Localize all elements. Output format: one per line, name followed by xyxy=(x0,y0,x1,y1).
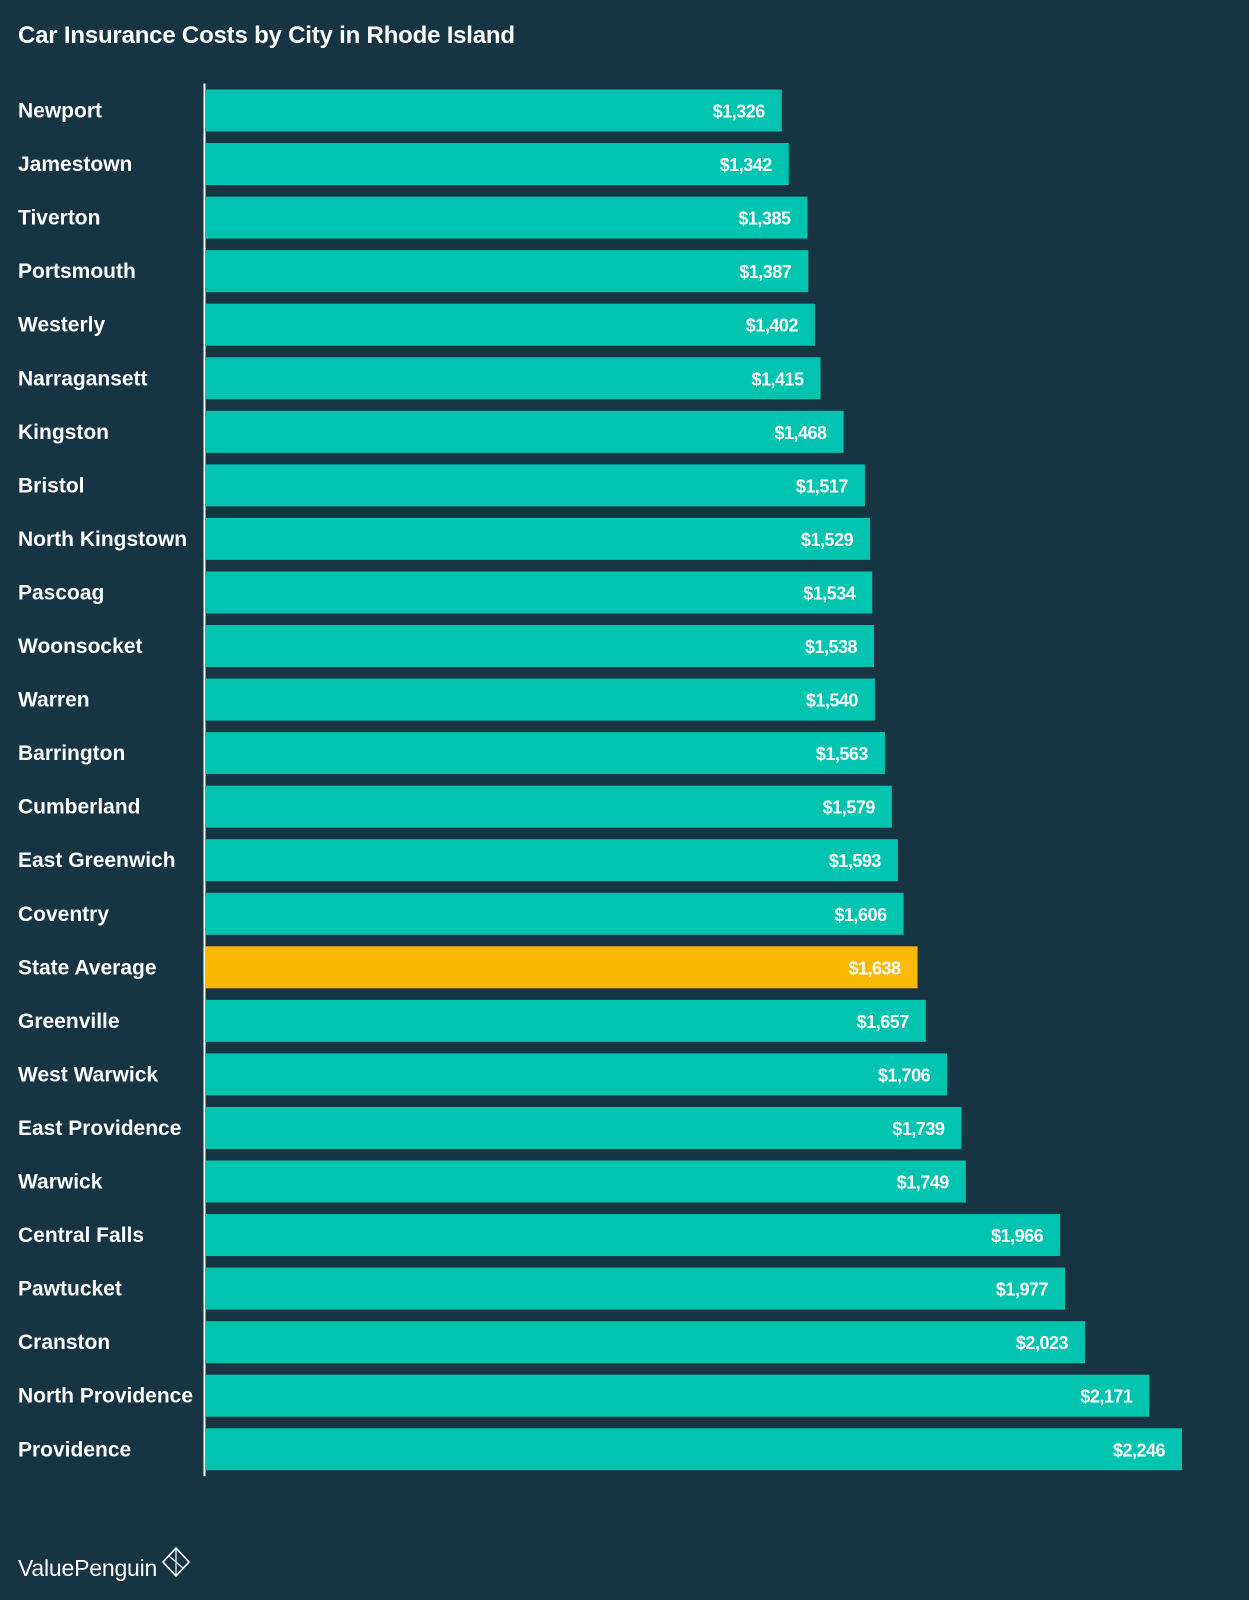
bar xyxy=(205,571,873,614)
value-label: $1,468 xyxy=(775,423,828,443)
bar xyxy=(205,1428,1182,1471)
bar xyxy=(205,517,871,560)
bar-chart: Newport $1,326 Jamestown $1,342 Tiverton $1,3… xyxy=(18,83,1182,1477)
bar xyxy=(205,1267,1065,1310)
category-label: Cumberland xyxy=(18,796,141,819)
category-label: Warwick xyxy=(18,1171,103,1194)
value-label: $1,538 xyxy=(805,637,858,657)
value-label: $1,739 xyxy=(892,1119,945,1139)
penguin-diamond-icon xyxy=(162,1546,191,1578)
category-label: East Providence xyxy=(18,1117,181,1140)
value-label: $1,749 xyxy=(897,1173,950,1193)
value-label: $1,638 xyxy=(848,958,901,978)
bar xyxy=(205,464,865,507)
value-label: $1,579 xyxy=(823,798,876,818)
value-label: $1,966 xyxy=(991,1226,1044,1246)
category-label: Portsmouth xyxy=(18,260,136,283)
category-label: Cranston xyxy=(18,1331,110,1354)
category-label: Tiverton xyxy=(18,207,100,230)
bar xyxy=(205,1321,1085,1364)
category-label: Jamestown xyxy=(18,153,132,176)
value-label: $1,606 xyxy=(835,905,888,925)
bar xyxy=(205,250,809,293)
category-label: Kingston xyxy=(18,421,109,444)
category-label: Barrington xyxy=(18,742,125,765)
bar xyxy=(205,1106,962,1149)
value-label: $1,387 xyxy=(739,262,792,282)
category-label: North Kingstown xyxy=(18,528,187,551)
bar xyxy=(205,892,904,935)
bar xyxy=(205,1374,1150,1417)
bar xyxy=(205,1214,1061,1257)
bar xyxy=(205,839,898,882)
category-label: Newport xyxy=(18,100,102,123)
category-label: Woonsocket xyxy=(18,635,142,658)
bar xyxy=(205,732,885,775)
bar xyxy=(205,785,892,828)
bar xyxy=(205,678,875,721)
bar xyxy=(205,196,808,239)
category-label: Pawtucket xyxy=(18,1278,122,1301)
category-label: Providence xyxy=(18,1438,131,1461)
value-label: $1,977 xyxy=(996,1280,1049,1300)
value-label: $2,246 xyxy=(1113,1440,1166,1460)
bar xyxy=(205,625,875,667)
value-label: $1,517 xyxy=(796,476,849,496)
value-label: $1,593 xyxy=(829,851,882,871)
bar xyxy=(205,410,844,453)
bar xyxy=(205,1053,948,1096)
value-label: $1,706 xyxy=(878,1065,931,1085)
bar xyxy=(205,143,789,186)
value-label: $1,402 xyxy=(746,316,799,336)
category-label: Westerly xyxy=(18,314,105,337)
category-label: Pascoag xyxy=(18,581,104,604)
value-label: $1,342 xyxy=(720,155,773,175)
value-label: $1,529 xyxy=(801,530,854,550)
value-label: $1,540 xyxy=(806,691,859,711)
chart-title: Car Insurance Costs by City in Rhode Isl… xyxy=(18,22,515,49)
value-label: $1,326 xyxy=(713,102,766,122)
value-label: $1,563 xyxy=(816,744,869,764)
value-label: $1,657 xyxy=(857,1012,910,1032)
category-label: Greenville xyxy=(18,1010,120,1033)
bar xyxy=(205,357,821,400)
bar xyxy=(205,999,926,1042)
category-label: Bristol xyxy=(18,474,85,497)
value-label: $1,415 xyxy=(751,369,804,389)
value-label: $1,534 xyxy=(803,583,856,603)
brand-name: ValuePenguin xyxy=(18,1554,158,1581)
brand-footer: ValuePenguin xyxy=(18,1546,191,1588)
bar-highlight xyxy=(205,946,918,989)
bar xyxy=(205,303,815,346)
value-label: $2,023 xyxy=(1016,1333,1069,1353)
category-label: East Greenwich xyxy=(18,849,176,872)
category-label: State Average xyxy=(18,956,157,979)
bar xyxy=(205,89,782,132)
value-label: $2,171 xyxy=(1080,1387,1133,1407)
category-label: Warren xyxy=(18,689,90,712)
value-label: $1,385 xyxy=(738,209,791,229)
bar xyxy=(205,1160,966,1203)
category-label: Narragansett xyxy=(18,367,148,390)
category-label: North Providence xyxy=(18,1385,193,1408)
category-label: Coventry xyxy=(18,903,109,926)
category-label: Central Falls xyxy=(18,1224,144,1247)
category-label: West Warwick xyxy=(18,1063,158,1086)
